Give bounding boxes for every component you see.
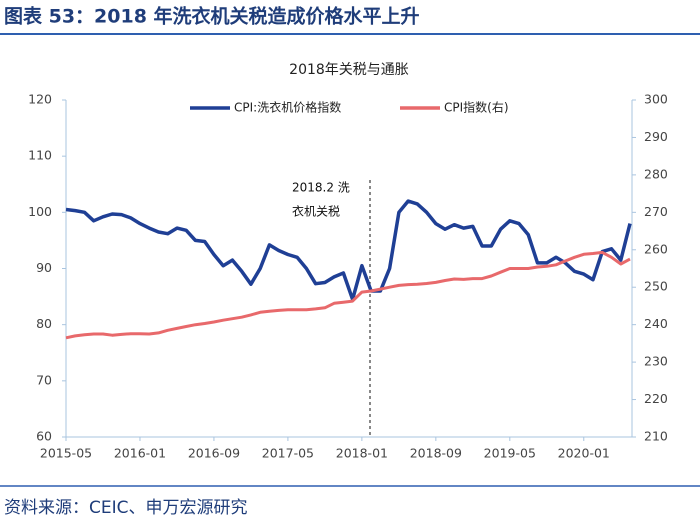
x-tick-label: 2019-05 bbox=[484, 446, 536, 461]
y2-tick-label: 280 bbox=[644, 166, 668, 181]
y2-tick-label: 300 bbox=[644, 92, 668, 107]
series-line bbox=[65, 250, 631, 340]
x-tick-label: 2020-01 bbox=[558, 446, 610, 461]
y2-tick-label: 270 bbox=[644, 204, 668, 219]
source-note: 资料来源：CEIC、申万宏源研究 bbox=[4, 498, 248, 518]
legend-label: CPI指数(右) bbox=[444, 100, 509, 115]
y-tick-label: 70 bbox=[36, 372, 52, 387]
x-tick-label: 2017-05 bbox=[262, 446, 314, 461]
y-tick-label: 110 bbox=[28, 148, 52, 163]
annotation: 衣机关税 bbox=[292, 204, 340, 219]
x-tick-label: 2018-01 bbox=[336, 446, 388, 461]
x-tick-label: 2015-05 bbox=[40, 446, 92, 461]
y2-tick-label: 260 bbox=[644, 241, 668, 256]
chart-title: 2018年关税与通胀 bbox=[289, 62, 409, 78]
y2-tick-label: 290 bbox=[644, 129, 668, 144]
y-tick-label: 60 bbox=[36, 429, 52, 444]
annotation: 2018.2 洗 bbox=[292, 181, 350, 195]
y2-tick-label: 240 bbox=[644, 316, 668, 331]
y-tick-label: 80 bbox=[36, 316, 52, 331]
x-tick-label: 2016-01 bbox=[114, 446, 166, 461]
y2-tick-label: 230 bbox=[644, 354, 668, 369]
legend-label: CPI:洗衣机价格指数 bbox=[234, 100, 341, 115]
series-line bbox=[65, 199, 632, 302]
y2-tick-label: 220 bbox=[644, 391, 668, 406]
y2-tick-label: 210 bbox=[644, 429, 668, 444]
x-tick-label: 2018-09 bbox=[410, 446, 462, 461]
y-tick-label: 120 bbox=[28, 92, 52, 107]
x-tick-label: 2016-09 bbox=[188, 446, 240, 461]
y2-tick-label: 250 bbox=[644, 279, 668, 294]
page-title: 图表 53：2018 年洗衣机关税造成价格水平上升 bbox=[4, 5, 420, 28]
y-tick-label: 100 bbox=[28, 204, 52, 219]
y-tick-label: 90 bbox=[36, 260, 52, 275]
